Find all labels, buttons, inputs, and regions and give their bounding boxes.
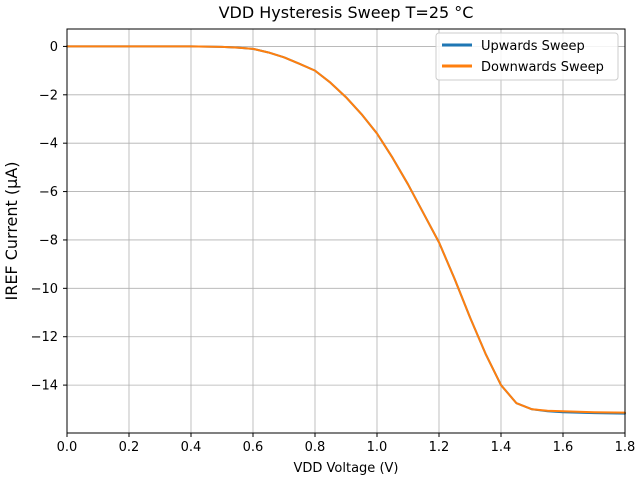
legend: Upwards Sweep Downwards Sweep — [435, 32, 619, 81]
x-tick-label: 0.8 — [305, 440, 326, 455]
y-tick-label: −12 — [31, 330, 58, 345]
x-tick-label: 1.4 — [491, 440, 512, 455]
y-tick-label: −6 — [39, 185, 58, 200]
x-axis-label: VDD Voltage (V) — [294, 461, 399, 476]
plot-lines — [66, 45, 626, 415]
y-tick-label: −14 — [31, 379, 58, 394]
x-tick-label: 0.4 — [181, 440, 202, 455]
x-ticks: 0.0 0.2 0.4 0.6 0.8 1.0 1.2 1.4 1.6 1.8 — [57, 433, 636, 455]
y-ticks: 0 −2 −4 −6 −8 −10 −12 −14 — [31, 40, 67, 394]
series-line-downwards — [66, 45, 626, 414]
x-tick-label: 0.2 — [119, 440, 140, 455]
legend-label-upwards: Upwards Sweep — [481, 39, 585, 54]
x-tick-label: 1.2 — [429, 440, 450, 455]
x-tick-label: 1.8 — [615, 440, 636, 455]
legend-label-downwards: Downwards Sweep — [481, 60, 604, 75]
x-tick-label: 0.0 — [57, 440, 78, 455]
x-tick-label: 1.6 — [553, 440, 574, 455]
x-tick-label: 0.6 — [243, 440, 264, 455]
y-tick-label: −4 — [39, 137, 58, 152]
y-axis-label: IREF Current (μA) — [2, 161, 21, 300]
y-tick-label: 0 — [50, 40, 58, 55]
chart-title: VDD Hysteresis Sweep T=25 °C — [219, 3, 474, 22]
x-tick-label: 1.0 — [367, 440, 388, 455]
legend-box — [435, 32, 619, 81]
y-tick-label: −2 — [39, 88, 58, 103]
y-tick-label: −8 — [39, 233, 58, 248]
y-tick-label: −10 — [31, 282, 58, 297]
plot-frame — [66, 28, 626, 434]
